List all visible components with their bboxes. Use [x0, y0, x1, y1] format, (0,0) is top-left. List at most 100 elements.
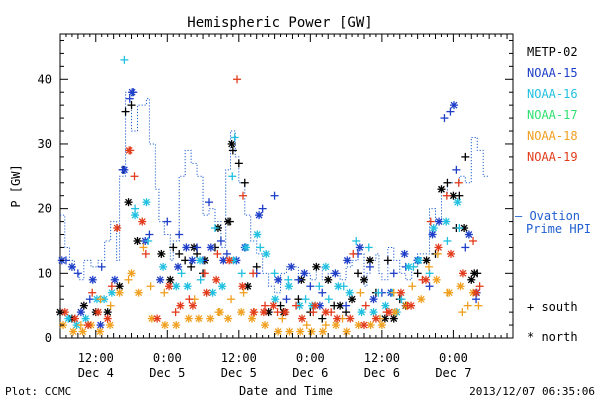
x-tick-time-label: 12:00 — [221, 351, 257, 365]
point-stroke — [333, 315, 341, 323]
point-south — [213, 249, 222, 258]
point-stroke — [405, 263, 413, 271]
point-north — [165, 282, 174, 291]
point-north — [321, 308, 330, 317]
point-stroke — [261, 321, 269, 329]
point-north — [94, 308, 103, 317]
point-north — [346, 314, 355, 323]
point-stroke — [82, 315, 90, 323]
point-south — [185, 295, 194, 304]
point-stroke — [438, 185, 445, 193]
ovation-layer — [60, 91, 490, 294]
point-north — [142, 198, 151, 207]
point-north — [300, 269, 309, 278]
point-north — [369, 295, 378, 304]
point-stroke — [89, 276, 97, 284]
point-stroke — [287, 263, 295, 271]
point-south — [475, 282, 484, 291]
point-north — [342, 327, 351, 336]
point-south — [324, 295, 333, 304]
point-stroke — [196, 256, 204, 264]
point-north — [131, 211, 140, 220]
point-stroke — [61, 308, 69, 316]
point-north — [281, 308, 290, 317]
point-stroke — [401, 250, 408, 258]
point-stroke — [94, 308, 102, 316]
point-stroke — [381, 315, 389, 323]
point-north — [287, 262, 296, 271]
point-stroke — [165, 282, 173, 290]
point-stroke — [111, 276, 119, 284]
point-stroke — [125, 146, 133, 154]
point-north — [172, 282, 181, 291]
point-north — [259, 308, 268, 317]
point-south — [171, 308, 180, 317]
point-south — [408, 282, 417, 291]
point-south — [342, 301, 351, 310]
point-stroke — [346, 289, 354, 297]
point-stroke — [153, 315, 161, 323]
point-stroke — [346, 315, 354, 323]
point-stroke — [367, 321, 375, 329]
point-stroke — [308, 328, 315, 335]
point-stroke — [465, 231, 473, 238]
point-north — [464, 230, 473, 239]
point-north — [274, 275, 283, 284]
point-south — [146, 282, 155, 291]
point-stroke — [262, 250, 270, 258]
point-north — [381, 301, 390, 310]
point-stroke — [120, 166, 128, 174]
x-tick-time-label: 12:00 — [78, 351, 114, 365]
y-tick-label: 40 — [38, 72, 52, 86]
point-south — [463, 301, 472, 310]
point-stroke — [203, 289, 211, 297]
point-north — [449, 101, 458, 110]
point-north — [435, 217, 444, 226]
legend-entry-noaa-18: NOAA-18 — [527, 129, 578, 143]
point-south — [238, 191, 247, 200]
point-north — [404, 262, 413, 271]
point-stroke — [281, 308, 289, 316]
point-stroke — [370, 308, 377, 316]
point-north — [311, 301, 320, 310]
point-stroke — [176, 302, 184, 310]
point-stroke — [71, 315, 79, 323]
point-stroke — [116, 282, 124, 290]
point-south — [309, 308, 318, 317]
point-stroke — [454, 198, 462, 206]
point-stroke — [237, 308, 245, 316]
point-south — [356, 288, 365, 297]
point-north — [269, 301, 278, 310]
point-stroke — [238, 282, 246, 290]
point-stroke — [422, 276, 430, 284]
point-north — [321, 262, 330, 271]
point-south — [306, 282, 315, 291]
point-stroke — [106, 321, 114, 329]
point-south — [301, 295, 310, 304]
point-stroke — [447, 250, 455, 258]
point-north — [369, 308, 378, 317]
point-stroke — [172, 282, 180, 290]
point-stroke — [360, 321, 368, 329]
point-south — [196, 275, 205, 284]
point-south — [361, 301, 370, 310]
y-tick-label: 30 — [38, 137, 52, 151]
point-north — [182, 243, 191, 252]
point-stroke — [156, 276, 164, 284]
point-south — [425, 282, 434, 291]
point-stroke — [174, 263, 182, 271]
point-stroke — [470, 269, 478, 277]
y-axis: 0 10 20 30 40 — [38, 39, 513, 345]
point-stroke — [372, 315, 380, 323]
point-stroke — [116, 289, 124, 297]
point-south — [160, 288, 169, 297]
x-axis-label: Date and Time — [239, 384, 333, 398]
point-north — [188, 301, 197, 310]
y-tick-label: 10 — [38, 266, 52, 280]
point-stroke — [108, 289, 116, 297]
point-south — [181, 256, 190, 265]
point-stroke — [390, 315, 398, 323]
plot-timestamp: 2013/12/07 06:35:06 — [469, 385, 595, 398]
point-stroke — [348, 295, 356, 303]
plot-credit: Plot: CCMC — [5, 385, 71, 398]
